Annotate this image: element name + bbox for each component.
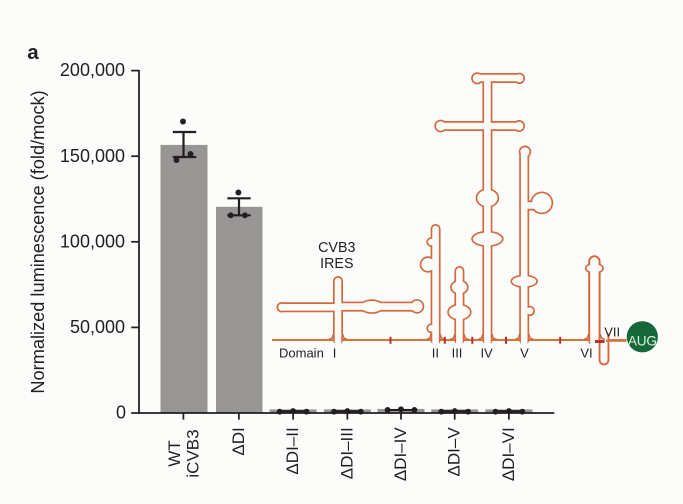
- svg-text:50,000: 50,000: [70, 317, 125, 337]
- svg-text:iCVB3: iCVB3: [184, 429, 203, 477]
- svg-text:Normalized luminescence (fold/: Normalized luminescence (fold/mock): [28, 90, 48, 393]
- svg-text:ΔDI–V: ΔDI–V: [445, 427, 464, 477]
- svg-text:VI: VI: [580, 346, 592, 361]
- svg-text:CVB3: CVB3: [318, 240, 355, 256]
- svg-text:VII: VII: [604, 325, 620, 340]
- svg-text:150,000: 150,000: [60, 146, 125, 166]
- svg-text:III: III: [452, 346, 463, 361]
- svg-text:ΔDI–VI: ΔDI–VI: [499, 427, 518, 481]
- svg-text:ΔDI–II: ΔDI–II: [283, 427, 302, 474]
- svg-text:a: a: [27, 41, 39, 64]
- svg-text:ΔDI–III: ΔDI–III: [337, 427, 356, 479]
- svg-text:II: II: [432, 346, 439, 361]
- svg-text:I: I: [333, 346, 337, 361]
- svg-text:V: V: [520, 346, 529, 361]
- svg-text:ΔDI–IV: ΔDI–IV: [391, 427, 410, 482]
- svg-text:Domain: Domain: [279, 346, 324, 361]
- svg-text:200,000: 200,000: [60, 60, 125, 80]
- svg-text:IV: IV: [480, 346, 493, 361]
- svg-text:WT: WT: [165, 440, 184, 466]
- svg-text:100,000: 100,000: [60, 231, 125, 251]
- svg-text:0: 0: [116, 403, 126, 423]
- svg-text:AUG: AUG: [628, 333, 657, 348]
- svg-text:ΔDI: ΔDI: [229, 427, 248, 455]
- svg-text:IRES: IRES: [320, 256, 353, 272]
